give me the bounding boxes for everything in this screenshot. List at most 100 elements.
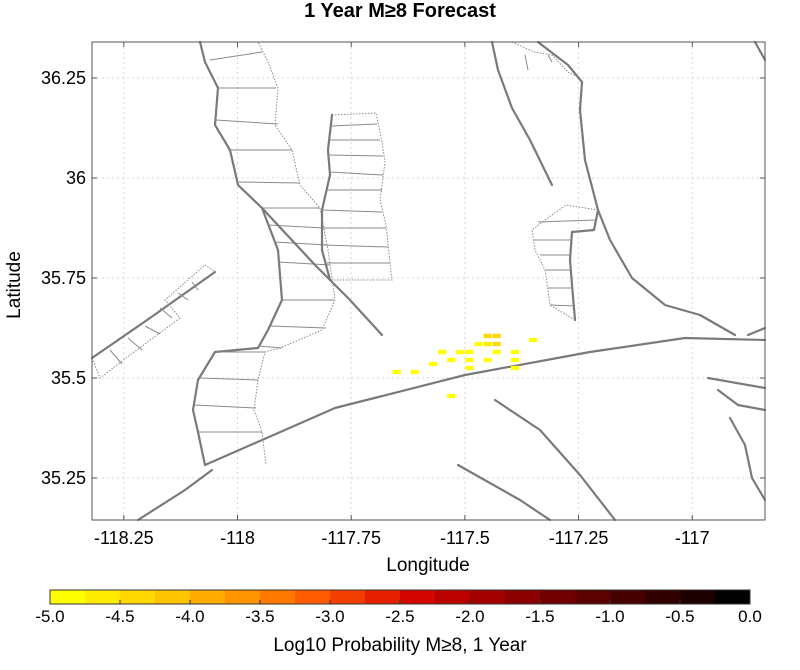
colorbar-tick-label: -4.0 [175,607,204,626]
fault-trace-east-lower-3 [728,416,767,502]
fault-dip-outline-southwest [91,264,216,379]
x-tick-label: -118.25 [94,528,154,548]
colorbar-swatch [540,590,576,604]
colorbar-swatch [715,590,751,604]
fault-trace-diagonal [260,206,384,337]
fault-trace-southeast [493,398,617,522]
forecast-cell [492,341,501,347]
plot-area-frame [91,41,766,521]
colorbar-swatch [120,590,156,604]
colorbar-tick-label: -2.0 [455,607,484,626]
x-tick-label: -118 [220,528,255,548]
colorbar-tick-label: 0.0 [738,607,762,626]
y-axis-ticks: 35.25 35.5 35.75 36 36.25 [41,68,765,488]
y-tick-label: 35.25 [41,468,86,488]
fault-dip-ladder-northeast [524,54,553,71]
colorbar-swatch [190,590,226,604]
y-tick-label: 36.25 [41,68,86,88]
fault-traces [90,40,767,522]
forecast-cell [410,369,419,375]
forecast-cell [474,341,483,347]
forecast-cell [483,333,492,339]
colorbar-swatch [610,590,646,604]
forecast-cell [510,365,519,371]
fault-dip-ladder-southwest [109,281,199,365]
fault-trace-northeast-2 [536,40,737,337]
forecast-cell [510,357,519,363]
grid-lines [92,42,765,520]
y-tick-label: 36 [66,168,86,188]
colorbar-ticks: -5.0 -4.5 -4.0 -3.5 -3.0 -2.5 -2.0 -1.5 -1.0 -0.5… [35,600,762,626]
forecast-cell [456,349,465,355]
forecast-cell [483,357,492,363]
fault-dip-outline-east [531,204,599,321]
colorbar-swatch [400,590,436,604]
forecast-cells [392,333,538,399]
fault-dip-ladder-east [534,219,597,307]
forecast-cell [465,349,474,355]
colorbar-swatch [260,590,296,604]
forecast-cell [492,333,501,339]
fault-trace-east-lower [706,376,767,390]
forecast-cell [465,357,474,363]
colorbar-label: Log10 Probability M≥8, 1 Year [273,635,527,656]
forecast-cell [447,357,456,363]
colorbar-swatch [225,590,261,604]
fault-trace-far-northeast [753,40,767,62]
colorbar-tick-label: -0.5 [665,607,694,626]
fault-trace-southwest-lower [136,468,214,522]
forecast-cell [510,349,519,355]
colorbar-swatch [645,590,681,604]
colorbar-swatch [330,590,366,604]
fault-trace-central [320,113,334,282]
colorbar-swatch [575,590,611,604]
fault-dip-ladder-central [321,123,390,264]
colorbar-swatch [85,590,121,604]
forecast-cell [438,349,447,355]
colorbar-swatch [680,590,716,604]
colorbar-tick-label: -2.5 [385,607,414,626]
fault-dip-outline-northeast [511,41,581,79]
fault-dip-outline-central [330,112,393,281]
forecast-cell [465,365,474,371]
fault-trace-garlock [203,336,767,467]
colorbar-swatch [365,590,401,604]
fault-trace-northeast [490,40,554,187]
fault-trace-south [456,463,552,522]
fault-dip-ladder-west [193,51,334,433]
colorbar-swatch [435,590,471,604]
x-axis-label: Longitude [386,555,469,576]
colorbar-swatch [505,590,541,604]
x-tick-label: -117.25 [549,528,609,548]
chart-title: 1 Year M≥8 Forecast [304,0,496,22]
y-tick-label: 35.75 [41,268,86,288]
forecast-cell [492,349,501,355]
fault-dip-outline-west [232,41,336,466]
colorbar-swatch [295,590,331,604]
colorbar-swatch [155,590,191,604]
colorbar-tick-label: -4.5 [105,607,134,626]
x-tick-label: -117 [675,528,710,548]
colorbar-tick-label: -3.0 [315,607,344,626]
fault-trace-west [191,40,284,467]
forecast-cell [429,361,438,367]
x-tick-label: -117.5 [440,528,490,548]
forecast-cell [447,393,456,399]
x-tick-label: -117.75 [321,528,381,548]
colorbar-tick-label: -1.0 [595,607,624,626]
fault-trace-east-lower-2 [716,388,767,412]
x-axis-ticks: -118.25 -118 -117.75 -117.5 -117.25 -117 [94,42,710,548]
forecast-cell [529,337,538,343]
forecast-cell [392,369,401,375]
forecast-cell [483,341,492,347]
colorbar-swatch [50,590,86,604]
fault-trace-east-mid [746,326,767,337]
colorbar-tick-label: -5.0 [35,607,64,626]
colorbar-tick-label: -3.5 [245,607,274,626]
colorbar-tick-label: -1.5 [525,607,554,626]
y-tick-label: 35.5 [51,368,86,388]
y-axis-label: Latitude [4,251,25,319]
fault-trace-southwest [90,270,217,360]
colorbar-swatch [470,590,506,604]
